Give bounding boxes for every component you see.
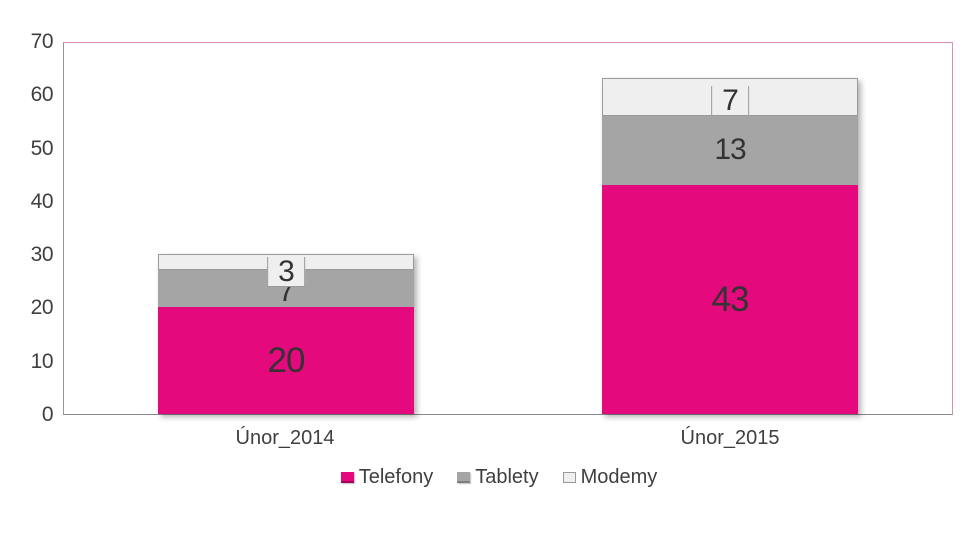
data-label: 43: [711, 279, 750, 319]
y-axis-tick-label: 40: [30, 189, 54, 213]
stacked-bar-unor-2014: 20 7 3: [158, 254, 414, 414]
y-axis-tick-label: 70: [30, 30, 54, 53]
bar-segment-tablety: 13: [602, 115, 858, 185]
legend-item-telefony: Telefony: [340, 466, 434, 488]
legend-swatch-modemy-icon: [562, 471, 576, 483]
legend-label: Tablety: [475, 466, 539, 488]
legend-label: Modemy: [580, 466, 658, 488]
stacked-bar-unor-2015: 43 13 7: [602, 78, 858, 414]
y-axis-tick-label: 0: [41, 403, 54, 426]
data-label: 7: [711, 85, 749, 116]
x-axis-category-label: Únor_2015: [680, 427, 780, 449]
legend-label: Telefony: [358, 466, 434, 488]
legend-item-modemy: Modemy: [562, 466, 658, 488]
bar-segment-telefony: 20: [158, 307, 414, 414]
legend-swatch-telefony-icon: [340, 471, 354, 483]
data-label: 13: [714, 133, 746, 167]
data-label: 20: [267, 341, 306, 381]
y-axis-tick-label: 30: [30, 243, 54, 267]
bar-segment-telefony: 43: [602, 184, 858, 414]
y-axis-tick-label: 50: [30, 136, 54, 160]
legend: Telefony Tablety Modemy: [20, 466, 978, 488]
x-axis-category-label: Únor_2014: [235, 427, 335, 449]
data-label: 3: [267, 257, 305, 288]
legend-item-tablety: Tablety: [457, 466, 539, 488]
y-axis-tick-label: 20: [30, 296, 54, 320]
y-axis-tick-label: 10: [30, 349, 54, 373]
bar-segment-modemy: 7: [602, 78, 858, 116]
legend-swatch-tablety-icon: [457, 471, 471, 483]
y-axis-tick-label: 60: [30, 83, 54, 107]
bar-segment-modemy: 3: [158, 254, 414, 288]
plot-area: 20 7 3 43 13 7: [63, 42, 953, 415]
